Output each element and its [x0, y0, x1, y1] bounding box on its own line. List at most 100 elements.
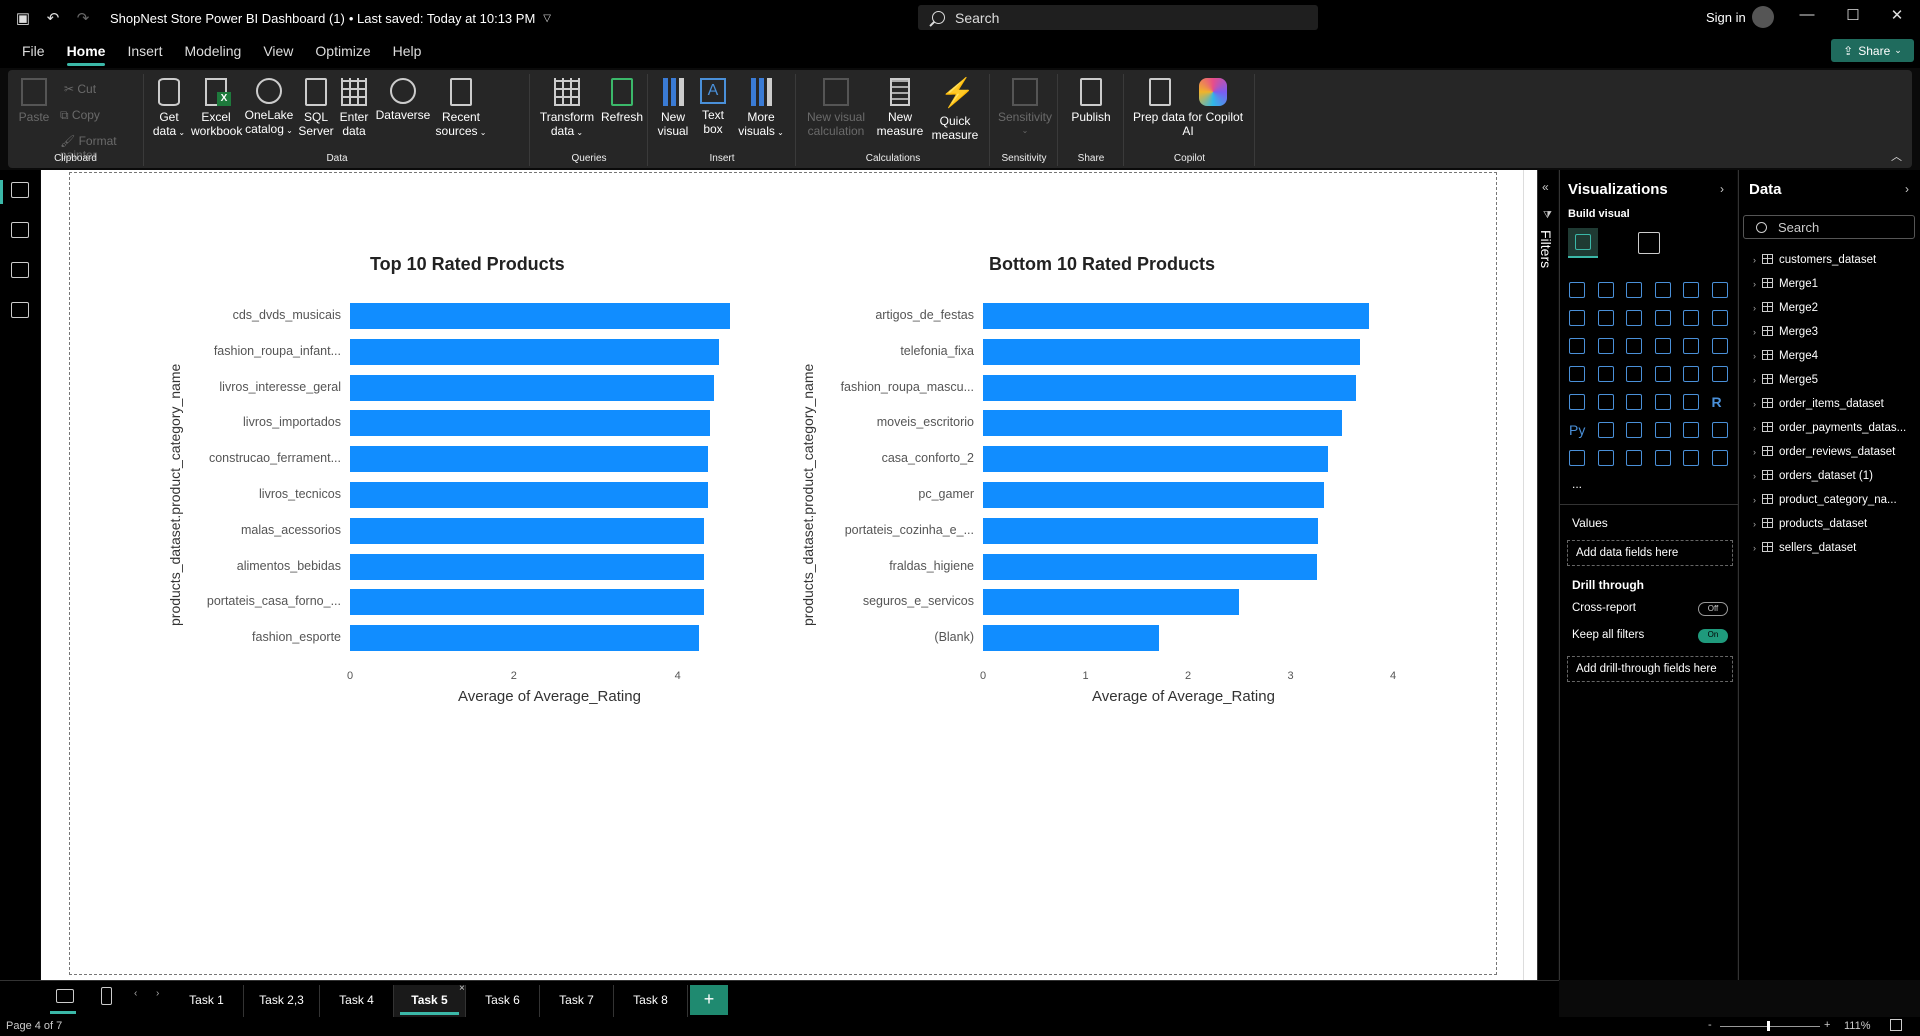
data-search-input[interactable]: Search: [1743, 215, 1915, 239]
top-chart-bar[interactable]: [350, 589, 704, 616]
minimize-button[interactable]: —: [1799, 6, 1815, 23]
more-visuals-button[interactable]: More visuals ⌄: [735, 78, 787, 140]
expand-chevron-icon[interactable]: ›: [1753, 495, 1756, 505]
expand-chevron-icon[interactable]: ›: [1753, 447, 1756, 457]
refresh-button[interactable]: Refresh: [599, 78, 645, 124]
cut-button[interactable]: ✂ Cut: [64, 82, 96, 96]
clustered-column-visual-icon[interactable]: [1654, 282, 1671, 298]
enter-data-button[interactable]: Enter data: [335, 78, 373, 138]
drill-through-drop-zone[interactable]: Add drill-through fields here: [1567, 656, 1733, 682]
new-visual-calculation-button[interactable]: New visual calculation: [801, 78, 871, 138]
get-data-button[interactable]: Get data ⌄: [147, 78, 191, 140]
zoom-slider-track[interactable]: [1720, 1026, 1820, 1027]
expand-chevron-icon[interactable]: ›: [1753, 327, 1756, 337]
page-tab[interactable]: Task 6: [466, 985, 540, 1017]
table-visual-icon[interactable]: [1654, 394, 1671, 410]
clustered-bar-visual-icon[interactable]: [1626, 282, 1642, 298]
top-chart-bar[interactable]: [350, 338, 719, 365]
top-chart-bar[interactable]: [350, 374, 715, 401]
expand-chevron-icon[interactable]: ›: [1753, 423, 1756, 433]
treemap-visual-icon[interactable]: [1711, 338, 1728, 354]
bottom-chart-bar[interactable]: [983, 553, 1318, 580]
donut-visual-icon[interactable]: [1683, 338, 1699, 354]
close-tab-icon[interactable]: ×: [459, 983, 465, 994]
bottom-chart-bar[interactable]: [983, 446, 1329, 473]
page-tab[interactable]: Task 4: [320, 985, 394, 1017]
prev-page-chevron-icon[interactable]: ‹: [134, 988, 138, 999]
filters-pane-collapsed[interactable]: « ⧩: [1537, 170, 1558, 980]
top-chart-bar[interactable]: [350, 517, 704, 544]
menu-file[interactable]: File: [22, 43, 45, 59]
bottom-chart-bar[interactable]: [983, 625, 1160, 652]
map-visual-icon[interactable]: [1569, 366, 1585, 382]
page-tab[interactable]: Task 1: [170, 985, 244, 1017]
user-avatar-icon[interactable]: [1752, 6, 1774, 28]
publish-button[interactable]: Publish: [1065, 78, 1117, 124]
table-item[interactable]: › Merge4: [1753, 350, 1818, 362]
expand-chevron-icon[interactable]: ›: [1753, 519, 1756, 529]
top-chart-bar[interactable]: [350, 625, 699, 652]
paginated-visual-icon[interactable]: [1569, 450, 1585, 466]
desktop-layout-icon[interactable]: [56, 989, 74, 1003]
bottom-chart-bar[interactable]: [983, 338, 1361, 365]
matrix-visual-icon[interactable]: [1683, 394, 1699, 410]
stacked-column-visual-icon[interactable]: [1597, 282, 1614, 298]
page-tab[interactable]: Task 2,3: [244, 985, 320, 1017]
expand-filters-chevron-icon[interactable]: «: [1542, 180, 1549, 194]
qa-visual-icon[interactable]: [1654, 422, 1671, 438]
format-visual-icon[interactable]: [1638, 232, 1660, 254]
new-visual-button[interactable]: New visual: [653, 78, 693, 138]
next-page-chevron-icon[interactable]: ›: [156, 988, 160, 999]
collapse-ribbon-chevron-icon[interactable]: ︿: [1891, 151, 1902, 163]
undo-icon[interactable]: ↶: [46, 10, 60, 27]
zoom-slider-thumb[interactable]: [1767, 1021, 1770, 1031]
redo-icon[interactable]: ↷: [76, 10, 90, 27]
bottom-chart-bar[interactable]: [983, 374, 1357, 401]
bottom-chart-bar[interactable]: [983, 517, 1319, 544]
new-measure-button[interactable]: New measure: [875, 78, 925, 138]
pie-visual-icon[interactable]: [1654, 338, 1671, 354]
top-chart-bar[interactable]: [350, 410, 711, 437]
maximize-button[interactable]: ☐: [1846, 7, 1860, 24]
python-visual-visual-icon[interactable]: Py: [1569, 422, 1586, 438]
table-item[interactable]: › order_payments_datas...: [1753, 422, 1906, 434]
100-bar-visual-icon[interactable]: [1683, 282, 1699, 298]
stacked-bar-visual-icon[interactable]: [1569, 282, 1585, 298]
more-visuals-ellipsis[interactable]: ...: [1572, 477, 1583, 491]
multi-row-card-visual-icon[interactable]: [1569, 394, 1585, 410]
save-icon[interactable]: ▣: [15, 10, 31, 27]
bottom-chart-bar[interactable]: [983, 303, 1370, 329]
global-search-box[interactable]: Search: [918, 5, 1318, 30]
recent-sources-button[interactable]: Recent sources ⌄: [435, 78, 487, 140]
fit-to-page-icon[interactable]: [1890, 1019, 1902, 1031]
transform-data-button[interactable]: Transform data ⌄: [537, 78, 597, 140]
dataverse-button[interactable]: Dataverse: [373, 78, 433, 122]
table-item[interactable]: › products_dataset: [1753, 518, 1867, 530]
page-tab[interactable]: Task 5: [394, 985, 466, 1017]
waterfall-visual-icon[interactable]: [1683, 310, 1699, 326]
table-item[interactable]: › product_category_na...: [1753, 494, 1897, 506]
menu-view[interactable]: View: [263, 43, 294, 59]
report-view-icon[interactable]: [11, 182, 29, 198]
build-visual-tab[interactable]: [1568, 228, 1598, 258]
gauge-visual-icon[interactable]: [1683, 366, 1699, 382]
100-column-visual-icon[interactable]: [1711, 282, 1728, 298]
title-dropdown-chevron-icon[interactable]: ▽: [543, 12, 551, 24]
dax-query-view-icon[interactable]: [11, 302, 29, 318]
scatter-visual-icon[interactable]: [1626, 338, 1642, 354]
model-view-icon[interactable]: [11, 262, 29, 278]
top-chart-bar[interactable]: [350, 446, 708, 473]
table-item[interactable]: › order_reviews_dataset: [1753, 446, 1895, 458]
mobile-layout-icon[interactable]: [101, 987, 112, 1005]
expand-chevron-icon[interactable]: ›: [1753, 471, 1756, 481]
values-drop-zone[interactable]: Add data fields here: [1567, 540, 1733, 566]
power-apps-visual-icon[interactable]: [1597, 450, 1614, 466]
table-item[interactable]: › Merge3: [1753, 326, 1818, 338]
add-page-button[interactable]: +: [690, 985, 728, 1015]
excel-workbook-button[interactable]: Excel workbook: [191, 78, 242, 138]
close-window-button[interactable]: ✕: [1890, 7, 1904, 24]
line-column-visual-icon[interactable]: [1569, 338, 1585, 354]
expand-chevron-icon[interactable]: ›: [1753, 303, 1756, 313]
line-visual-icon[interactable]: [1569, 310, 1585, 326]
text-box-button[interactable]: A Text box: [695, 78, 731, 136]
